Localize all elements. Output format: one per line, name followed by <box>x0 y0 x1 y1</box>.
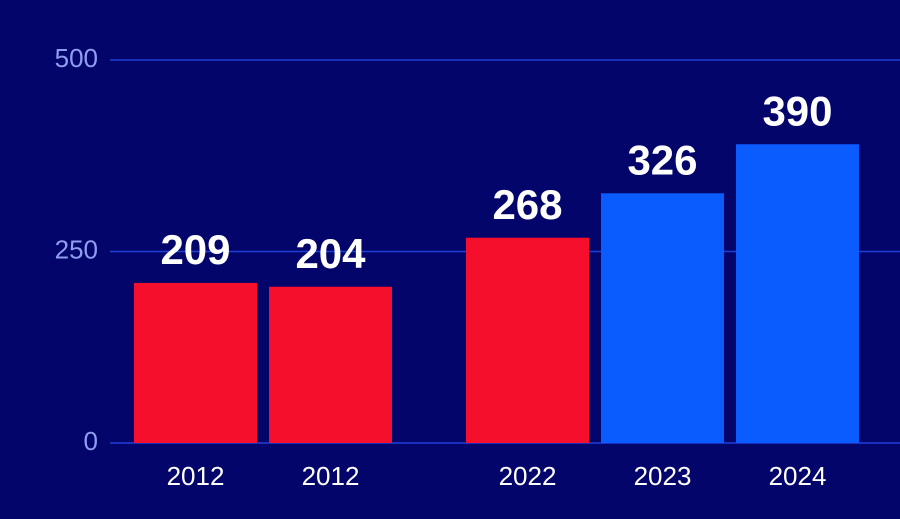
x-tick-label: 2024 <box>769 461 827 491</box>
bar <box>466 237 589 443</box>
value-label: 390 <box>762 87 832 134</box>
value-label: 326 <box>627 136 697 183</box>
bar <box>134 282 257 443</box>
x-tick-label: 2012 <box>167 461 225 491</box>
value-label: 209 <box>160 226 230 273</box>
x-tick-label: 2023 <box>634 461 692 491</box>
y-tick-label: 500 <box>55 43 98 73</box>
y-tick-label: 0 <box>84 426 98 456</box>
y-tick-label: 250 <box>55 234 98 264</box>
x-tick-label: 2012 <box>302 461 360 491</box>
value-label: 204 <box>295 230 366 277</box>
bar <box>601 193 724 443</box>
bar <box>269 286 392 443</box>
x-tick-label: 2022 <box>499 461 557 491</box>
value-label: 268 <box>492 181 562 228</box>
bar <box>736 144 859 443</box>
